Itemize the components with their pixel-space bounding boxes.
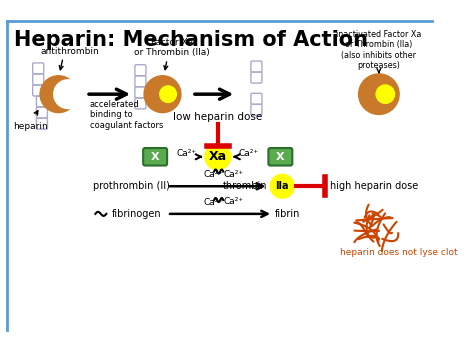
FancyBboxPatch shape	[143, 148, 167, 165]
Text: low heparin dose: low heparin dose	[173, 112, 263, 122]
Text: X: X	[151, 152, 159, 162]
Circle shape	[54, 80, 82, 109]
Text: inactivated Factor Xa
or Thrombin (IIa)
(also inhibits other
proteases): inactivated Factor Xa or Thrombin (IIa) …	[336, 30, 421, 70]
Text: thrombin: thrombin	[223, 181, 267, 191]
Text: Ca²⁺: Ca²⁺	[223, 197, 243, 206]
Circle shape	[376, 85, 394, 103]
Text: fibrin: fibrin	[275, 209, 300, 219]
Text: IIa: IIa	[275, 181, 289, 191]
Text: X: X	[276, 152, 285, 162]
Text: high heparin dose: high heparin dose	[330, 181, 419, 191]
Text: Xa: Xa	[209, 150, 227, 163]
Text: Ca²⁺: Ca²⁺	[203, 197, 223, 207]
Text: Ca²⁺: Ca²⁺	[203, 170, 223, 179]
Text: Ca²⁺: Ca²⁺	[223, 170, 243, 179]
Text: Ca²⁺: Ca²⁺	[176, 149, 197, 158]
Circle shape	[144, 76, 181, 113]
Text: prothrombin (II): prothrombin (II)	[93, 181, 170, 191]
Text: heparin: heparin	[13, 122, 48, 131]
Text: heparin does not lyse clot: heparin does not lyse clot	[340, 248, 458, 257]
FancyBboxPatch shape	[268, 148, 292, 165]
Circle shape	[359, 74, 399, 114]
Text: accelerated
binding to
coagulant factors: accelerated binding to coagulant factors	[90, 100, 163, 130]
Text: antithrombin: antithrombin	[40, 47, 99, 55]
Circle shape	[40, 76, 77, 113]
Text: Factor Xa
or Thrombin (IIa): Factor Xa or Thrombin (IIa)	[134, 38, 210, 58]
Text: Heparin: Mechanism of Action: Heparin: Mechanism of Action	[14, 30, 368, 50]
Text: Ca²⁺: Ca²⁺	[239, 149, 259, 158]
Circle shape	[205, 144, 231, 170]
Text: fibrinogen: fibrinogen	[112, 209, 162, 219]
Circle shape	[270, 174, 294, 198]
Circle shape	[160, 86, 176, 103]
